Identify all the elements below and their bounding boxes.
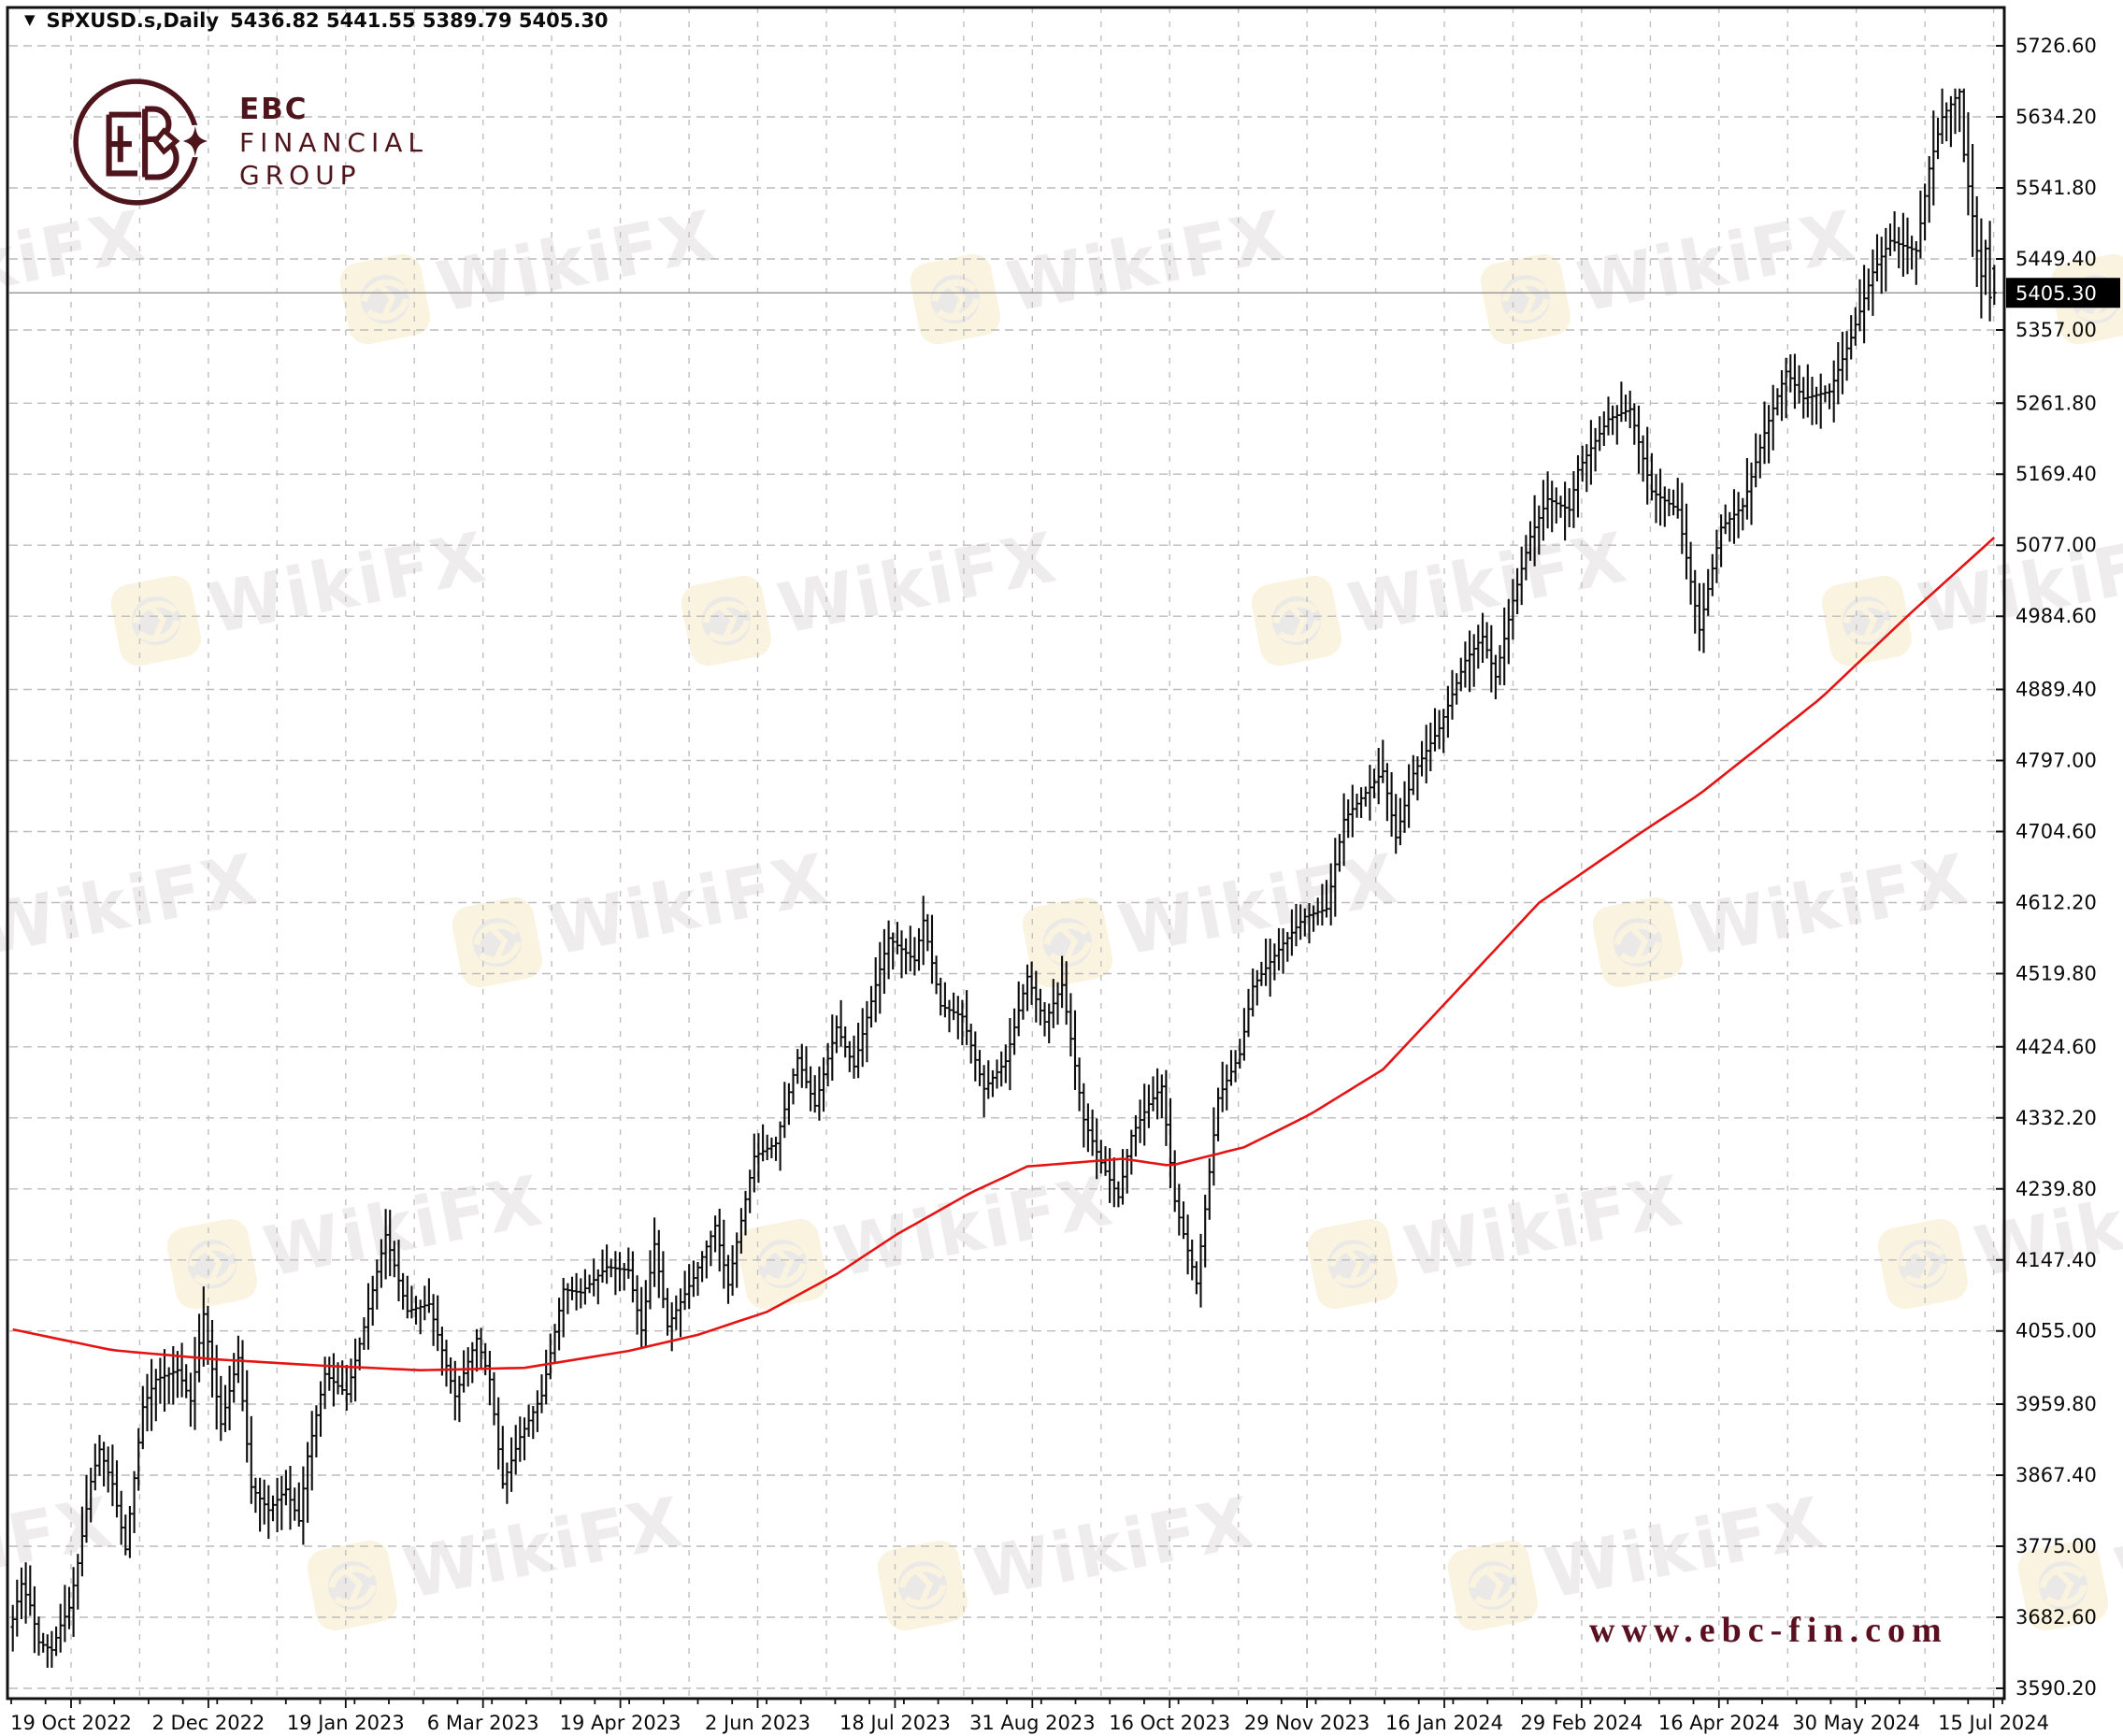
wikifx-logo-icon bbox=[1304, 1215, 1401, 1313]
price-axis-label: 3959.80 bbox=[2015, 1393, 2097, 1415]
ticker-ohlc-values: 5436.82 5441.55 5389.79 5405.30 bbox=[230, 9, 609, 32]
svg-text:5405.30: 5405.30 bbox=[2015, 282, 2097, 305]
wikifx-logo-icon bbox=[337, 251, 434, 348]
moving-average-line bbox=[12, 537, 1996, 1372]
price-axis-label: 5077.00 bbox=[2015, 534, 2097, 556]
date-axis-label: 18 Jul 2023 bbox=[839, 1712, 951, 1734]
wikifx-logo-icon bbox=[1444, 1537, 1542, 1634]
wikifx-watermark: WikiFX bbox=[1444, 1481, 1830, 1634]
sparkle-icon bbox=[182, 125, 208, 157]
wikifx-logo-icon bbox=[449, 894, 546, 991]
price-axis-label: 4239.80 bbox=[2015, 1178, 2097, 1200]
price-axis-label: 4519.80 bbox=[2015, 963, 2097, 985]
date-axis-label: 6 Mar 2023 bbox=[427, 1712, 539, 1734]
ticker-symbol: SPXUSD.s,Daily bbox=[46, 9, 220, 32]
logo-line-ebc: EBC bbox=[239, 93, 308, 126]
date-axis-label: 16 Apr 2024 bbox=[1658, 1712, 1780, 1734]
wikifx-logo-icon bbox=[108, 572, 205, 669]
logo-line-financial: FINANCIAL bbox=[239, 127, 428, 158]
wikifx-logo-icon bbox=[1818, 572, 1915, 669]
wikifx-logo-icon bbox=[1248, 572, 1345, 669]
date-axis-label: 16 Jan 2024 bbox=[1385, 1712, 1503, 1734]
wikifx-watermark: WikiFX bbox=[1589, 838, 1975, 991]
wikifx-watermark: WikiFX bbox=[337, 194, 723, 348]
wikifx-logo-icon bbox=[164, 1215, 261, 1313]
date-axis-label: 30 May 2024 bbox=[1792, 1712, 1920, 1734]
date-axis-label: 15 Jul 2024 bbox=[1938, 1712, 2049, 1734]
ebc-logo: EBC FINANCIAL GROUP bbox=[65, 71, 428, 213]
price-axis-label: 3775.00 bbox=[2015, 1535, 2097, 1557]
wikifx-logo-icon bbox=[874, 1537, 971, 1634]
price-axis-label: 4612.20 bbox=[2015, 892, 2097, 914]
price-axis[interactable]: 5726.60 5634.20 5541.80 5449.40 5357.00 5261.… bbox=[1996, 35, 2097, 1700]
price-axis-label: 3867.40 bbox=[2015, 1464, 2097, 1486]
wikifx-watermark: WikiFX bbox=[108, 516, 494, 669]
price-axis-label: 5541.80 bbox=[2015, 177, 2097, 199]
chart-border bbox=[6, 6, 2006, 1700]
price-axis-label: 5169.40 bbox=[2015, 463, 2097, 485]
date-axis-label: 2 Dec 2022 bbox=[152, 1712, 265, 1734]
wikifx-logo-icon bbox=[1589, 894, 1686, 991]
wikifx-watermark: WikiFX bbox=[734, 1159, 1120, 1313]
wikifx-logo-icon bbox=[304, 1537, 401, 1634]
collapse-triangle-icon[interactable]: ▼ bbox=[24, 11, 36, 28]
wikifx-logo-icon bbox=[734, 1215, 831, 1313]
price-axis-label: 4332.20 bbox=[2015, 1107, 2097, 1129]
wikifx-watermark: WikiFX bbox=[1477, 194, 1863, 348]
current-price-tag: 5405.30 bbox=[2006, 278, 2120, 308]
wikifx-watermark: WikiFX bbox=[449, 838, 835, 991]
ebc-emblem-icon bbox=[73, 79, 208, 206]
price-axis-label: 5357.00 bbox=[2015, 319, 2097, 341]
date-axis-label: 29 Nov 2023 bbox=[1244, 1712, 1370, 1734]
price-axis-label: 4889.40 bbox=[2015, 679, 2097, 701]
ebc-logo-text: EBC FINANCIAL GROUP bbox=[239, 93, 428, 192]
symbol-ticker[interactable]: ▼ SPXUSD.s,Daily 5436.82 5441.55 5389.79… bbox=[24, 9, 609, 32]
price-axis-label: 5261.80 bbox=[2015, 392, 2097, 414]
date-axis-label: 16 Oct 2023 bbox=[1109, 1712, 1230, 1734]
wikifx-watermark: WikiFX bbox=[164, 1159, 550, 1313]
date-axis-label: 19 Jan 2023 bbox=[287, 1712, 405, 1734]
price-axis-label: 4797.00 bbox=[2015, 750, 2097, 772]
wikifx-watermark: WikiFX bbox=[2015, 1481, 2123, 1634]
price-axis-label: 4704.60 bbox=[2015, 821, 2097, 843]
wikifx-watermark: WikiFX bbox=[304, 1481, 690, 1634]
price-axis-label: 5634.20 bbox=[2015, 106, 2097, 128]
wikifx-logo-icon bbox=[1477, 251, 1574, 348]
price-axis-label: 3590.20 bbox=[2015, 1677, 2097, 1700]
wikifx-logo-icon bbox=[1874, 1215, 1972, 1313]
wikifx-watermark: WikiFX bbox=[678, 516, 1064, 669]
logo-line-group: GROUP bbox=[239, 160, 362, 191]
date-axis-label: 2 Jun 2023 bbox=[705, 1712, 810, 1734]
wikifx-logo-icon bbox=[678, 572, 775, 669]
wikifx-logo-icon bbox=[2015, 1537, 2112, 1634]
wikifx-logo-icon bbox=[907, 251, 1004, 348]
date-axis-label: 31 Aug 2023 bbox=[969, 1712, 1096, 1734]
price-axis-label: 4147.40 bbox=[2015, 1249, 2097, 1271]
grid-lines bbox=[9, 7, 2004, 1699]
website-url: www.ebc-fin.com bbox=[1589, 1611, 1948, 1650]
wikifx-watermark: WikiFX bbox=[1248, 516, 1634, 669]
date-axis-label: 29 Feb 2024 bbox=[1521, 1712, 1643, 1734]
wikifx-watermark: WikiFX bbox=[1304, 1159, 1690, 1313]
price-axis-label: 4055.00 bbox=[2015, 1320, 2097, 1342]
price-axis-label: 5449.40 bbox=[2015, 248, 2097, 270]
date-axis[interactable]: 19 Oct 2022 2 Dec 2022 19 Jan 2023 6 Mar 20… bbox=[10, 1699, 2049, 1734]
price-axis-label: 3682.60 bbox=[2015, 1606, 2097, 1628]
price-bars bbox=[10, 88, 1997, 1668]
price-axis-label: 5726.60 bbox=[2015, 35, 2097, 57]
wikifx-watermark: WikiFX bbox=[1019, 838, 1405, 991]
wikifx-watermark: WikiFX bbox=[1818, 516, 2123, 669]
wikifx-watermark: WikiFX bbox=[1874, 1159, 2123, 1313]
wikifx-watermark: WikiFX bbox=[907, 194, 1293, 348]
price-axis-label: 4984.60 bbox=[2015, 605, 2097, 627]
price-axis-label: 4424.60 bbox=[2015, 1036, 2097, 1058]
date-axis-label: 19 Oct 2022 bbox=[10, 1712, 132, 1734]
wikifx-logo-icon bbox=[1019, 894, 1116, 991]
date-axis-label: 19 Apr 2023 bbox=[560, 1712, 681, 1734]
wikifx-watermark: WikiFX bbox=[874, 1481, 1260, 1634]
